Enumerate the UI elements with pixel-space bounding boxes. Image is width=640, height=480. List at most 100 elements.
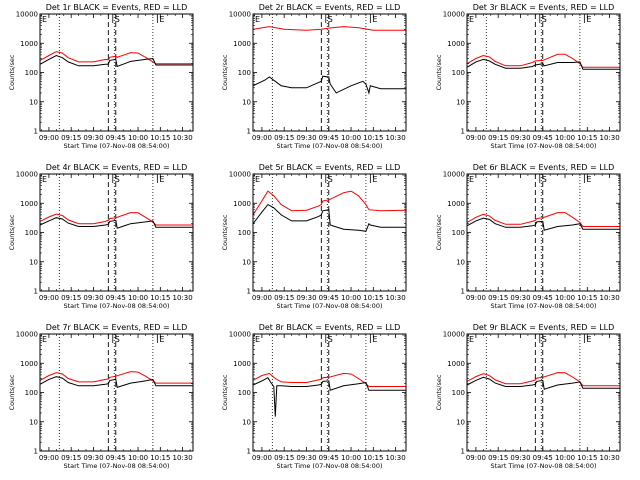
y-tick-label: 100 (452, 229, 465, 237)
series-line-events (39, 376, 193, 388)
x-tick-label: 10:15 (363, 134, 383, 142)
y-tick-label: 1000 (447, 360, 465, 368)
x-tick-label: 10:15 (150, 134, 170, 142)
x-tick-label: 09:30 (510, 454, 530, 462)
x-tick-label: 09:45 (319, 294, 339, 302)
x-tick-label: 09:00 (39, 454, 59, 462)
chart-title: Det 6r BLACK = Events, RED = LLD (473, 163, 615, 172)
x-tick-label: 09:00 (466, 294, 486, 302)
event-marker-label: S (542, 175, 547, 184)
event-marker-label: E (159, 335, 164, 344)
x-tick-label: 10:00 (555, 134, 575, 142)
y-tick-label: 100 (25, 229, 38, 237)
chart-panel: Det 2r BLACK = Events, RED = LLD E S E 1 10 10… (221, 3, 407, 150)
x-axis-label: Start Time (07-Nov-08 08:54:00) (277, 462, 383, 470)
y-axis-label: Counts/sec (221, 54, 229, 90)
event-marker-label: E (159, 15, 164, 24)
chart-title: Det 3r BLACK = Events, RED = LLD (473, 3, 615, 12)
chart-panel: Det 4r BLACK = Events, RED = LLD E S E 1 10 10… (8, 163, 194, 310)
event-marker-label: E (586, 335, 591, 344)
x-tick-label: 09:00 (39, 294, 59, 302)
x-tick-label: 10:15 (150, 454, 170, 462)
event-marker-label: E (469, 15, 474, 24)
x-axis-label: Start Time (07-Nov-08 08:54:00) (64, 142, 170, 150)
x-tick-label: 09:30 (83, 454, 103, 462)
series-line-events (466, 217, 620, 231)
x-tick-label: 09:30 (296, 134, 316, 142)
x-tick-label: 09:45 (533, 134, 553, 142)
chart-title: Det 1r BLACK = Events, RED = LLD (46, 3, 188, 12)
y-tick-label: 10 (242, 418, 251, 426)
y-tick-label: 1000 (447, 200, 465, 208)
y-tick-label: 1 (34, 128, 38, 136)
x-tick-label: 10:15 (363, 454, 383, 462)
x-tick-label: 09:45 (319, 454, 339, 462)
x-tick-label: 09:00 (252, 454, 272, 462)
x-tick-label: 09:15 (274, 134, 294, 142)
series-line-events (252, 203, 406, 232)
x-tick-label: 09:45 (533, 294, 553, 302)
y-tick-label: 1 (247, 288, 251, 296)
x-tick-label: 09:15 (274, 294, 294, 302)
y-tick-label: 1 (247, 448, 251, 456)
x-tick-label: 10:30 (173, 134, 193, 142)
chart-panel: Det 9r BLACK = Events, RED = LLD E S E 1 10 10… (435, 323, 621, 470)
x-tick-label: 09:45 (106, 454, 126, 462)
x-tick-label: 09:30 (296, 454, 316, 462)
y-tick-label: 100 (238, 229, 251, 237)
x-tick-label: 10:00 (128, 454, 148, 462)
event-marker-label: E (469, 335, 474, 344)
y-tick-label: 1 (34, 448, 38, 456)
series-line-events (39, 54, 193, 68)
y-axis-label: Counts/sec (435, 214, 443, 250)
event-marker-label: S (115, 335, 120, 344)
event-marker-label: S (328, 175, 333, 184)
series-line-events (39, 217, 193, 229)
y-tick-label: 10 (456, 258, 465, 266)
chart-title: Det 7r BLACK = Events, RED = LLD (46, 323, 188, 332)
event-marker-label: S (115, 15, 120, 24)
x-axis-label: Start Time (07-Nov-08 08:54:00) (491, 302, 597, 310)
x-tick-label: 10:30 (386, 294, 406, 302)
y-tick-label: 1000 (20, 40, 38, 48)
x-tick-label: 10:00 (555, 454, 575, 462)
event-marker-label: E (469, 175, 474, 184)
event-marker-label: E (586, 175, 591, 184)
x-tick-label: 09:15 (61, 294, 81, 302)
y-tick-label: 10000 (443, 11, 465, 19)
chart-title: Det 5r BLACK = Events, RED = LLD (259, 163, 401, 172)
x-tick-label: 10:15 (577, 134, 597, 142)
series-line-lld (252, 26, 406, 31)
event-marker-label: E (372, 15, 377, 24)
x-axis-label: Start Time (07-Nov-08 08:54:00) (64, 462, 170, 470)
y-tick-label: 1000 (447, 40, 465, 48)
x-tick-label: 10:30 (173, 454, 193, 462)
y-tick-label: 10000 (16, 11, 38, 19)
y-tick-label: 100 (238, 389, 251, 397)
x-tick-label: 09:30 (296, 294, 316, 302)
x-tick-label: 09:30 (510, 134, 530, 142)
x-tick-label: 09:00 (39, 134, 59, 142)
y-tick-label: 100 (25, 69, 38, 77)
x-tick-label: 09:15 (488, 134, 508, 142)
x-tick-label: 10:30 (600, 294, 620, 302)
y-tick-label: 1 (34, 288, 38, 296)
x-tick-label: 09:30 (510, 294, 530, 302)
x-axis-label: Start Time (07-Nov-08 08:54:00) (64, 302, 170, 310)
x-tick-label: 10:00 (128, 294, 148, 302)
y-tick-label: 10 (29, 258, 38, 266)
y-tick-label: 10 (29, 98, 38, 106)
x-axis-label: Start Time (07-Nov-08 08:54:00) (491, 142, 597, 150)
y-axis-label: Counts/sec (8, 214, 16, 250)
event-marker-label: E (255, 175, 260, 184)
y-tick-label: 10000 (229, 11, 251, 19)
y-tick-label: 1 (461, 128, 465, 136)
x-tick-label: 09:15 (274, 454, 294, 462)
event-marker-label: E (372, 175, 377, 184)
series-line-lld (466, 212, 620, 227)
chart-panel: Det 1r BLACK = Events, RED = LLD E S E 1 10 10… (8, 3, 194, 150)
x-tick-label: 10:00 (341, 294, 361, 302)
event-marker-label: S (542, 15, 547, 24)
y-tick-label: 1000 (20, 200, 38, 208)
